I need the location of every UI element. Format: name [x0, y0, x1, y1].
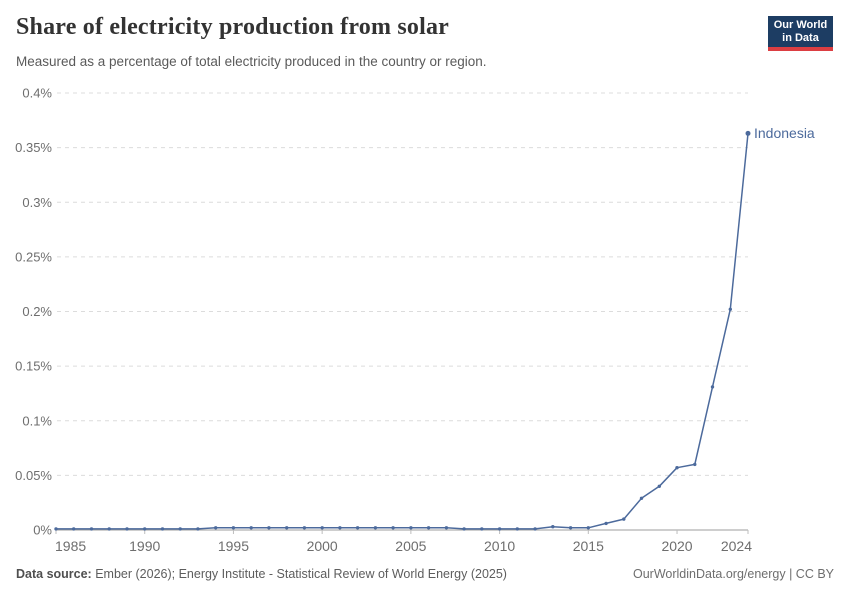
data-point[interactable]	[710, 385, 715, 389]
x-tick-label: 1990	[129, 538, 160, 554]
data-point[interactable]	[426, 526, 431, 530]
data-point[interactable]	[302, 526, 307, 530]
y-tick-label: 0.15%	[15, 359, 52, 374]
x-tick-label: 2015	[573, 538, 604, 554]
data-point[interactable]	[533, 527, 537, 531]
data-point[interactable]	[373, 526, 378, 530]
data-point[interactable]	[745, 130, 751, 136]
data-point[interactable]	[249, 526, 253, 530]
data-point[interactable]	[89, 527, 94, 531]
data-point[interactable]	[214, 526, 218, 530]
data-point[interactable]	[231, 526, 236, 530]
chart-footer: Data source: Ember (2026); Energy Instit…	[16, 567, 834, 581]
x-tick-label: 1995	[218, 538, 249, 554]
series-end-label[interactable]: Indonesia	[754, 125, 815, 141]
data-point[interactable]	[480, 527, 484, 531]
y-tick-label: 0.35%	[15, 140, 52, 155]
x-tick-label: 2005	[395, 538, 426, 554]
data-point[interactable]	[355, 526, 360, 530]
chart-subtitle: Measured as a percentage of total electr…	[16, 54, 487, 69]
data-point[interactable]	[568, 526, 573, 530]
data-point[interactable]	[497, 527, 502, 531]
data-point[interactable]	[444, 526, 449, 530]
x-tick-label: 2010	[484, 538, 515, 554]
data-point[interactable]	[72, 527, 76, 531]
owid-logo[interactable]: Our World in Data	[768, 16, 833, 51]
data-point[interactable]	[586, 526, 590, 530]
data-point[interactable]	[54, 527, 58, 531]
page-title: Share of electricity production from sol…	[16, 14, 449, 40]
data-point[interactable]	[693, 462, 697, 467]
data-point[interactable]	[160, 527, 165, 531]
data-source-text: Ember (2026); Energy Institute - Statist…	[91, 567, 507, 581]
y-tick-label: 0.4%	[22, 86, 52, 101]
data-point[interactable]	[143, 527, 147, 531]
data-point[interactable]	[675, 466, 679, 470]
data-point[interactable]	[107, 527, 111, 531]
data-point[interactable]	[657, 484, 661, 488]
data-point[interactable]	[320, 526, 324, 530]
data-point[interactable]	[639, 496, 644, 500]
data-point[interactable]	[728, 307, 732, 311]
data-point[interactable]	[515, 527, 519, 531]
y-tick-label: 0%	[33, 523, 52, 538]
data-point[interactable]	[604, 521, 608, 526]
data-point[interactable]	[622, 517, 626, 521]
y-tick-label: 0.05%	[15, 468, 52, 483]
data-point[interactable]	[409, 526, 413, 530]
data-point[interactable]	[178, 527, 182, 531]
data-point[interactable]	[551, 525, 555, 529]
y-tick-label: 0.25%	[15, 249, 52, 264]
x-tick-label: 2020	[661, 538, 692, 554]
data-point[interactable]	[285, 526, 289, 530]
data-point[interactable]	[391, 526, 395, 530]
y-tick-label: 0.2%	[22, 304, 52, 319]
y-tick-label: 0.1%	[22, 413, 52, 428]
data-point[interactable]	[125, 527, 129, 531]
data-point[interactable]	[267, 526, 271, 530]
owid-link-license[interactable]: OurWorldinData.org/energy | CC BY	[632, 567, 834, 581]
data-source-label: Data source:	[16, 567, 92, 581]
data-source-note: Data source: Ember (2026); Energy Instit…	[16, 567, 507, 581]
y-tick-label: 0.3%	[22, 195, 52, 210]
x-tick-label: 2024	[721, 538, 752, 554]
data-point[interactable]	[196, 527, 200, 531]
series-line-indonesia[interactable]	[56, 133, 749, 530]
data-point[interactable]	[462, 527, 466, 531]
owid-logo-text: Our World in Data	[773, 18, 828, 44]
x-tick-label: 1985	[55, 538, 86, 554]
data-point[interactable]	[338, 526, 342, 530]
x-tick-label: 2000	[307, 538, 338, 554]
